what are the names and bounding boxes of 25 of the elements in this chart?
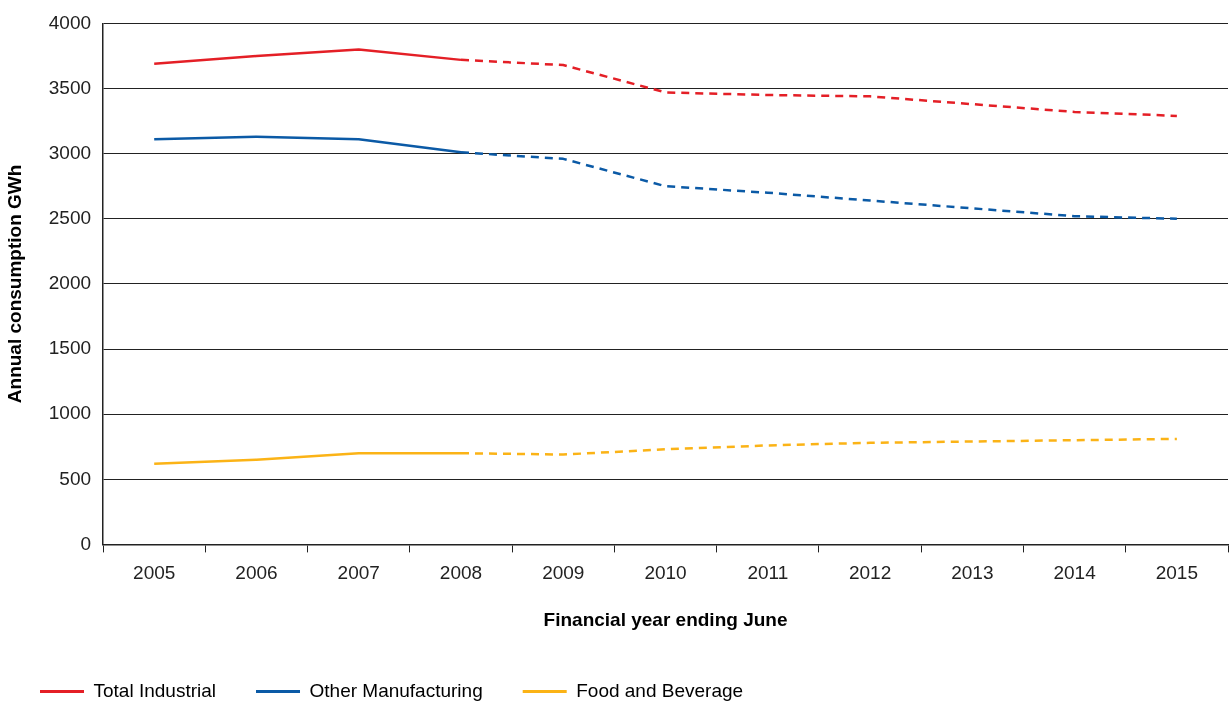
x-tick-label: 2006 [235, 562, 278, 584]
legend-label: Food and Beverage [576, 679, 744, 701]
x-axis-title: Financial year ending June [543, 608, 788, 630]
y-tick-label: 3500 [48, 76, 92, 98]
y-tick-label: 1500 [48, 337, 92, 359]
y-tick-label: 2000 [48, 272, 92, 294]
x-tick-label: 2008 [439, 562, 483, 584]
y-tick-label: 3000 [48, 141, 92, 163]
y-axis-title: Annual consumption GWh [3, 164, 25, 404]
x-tick-label: 2007 [337, 562, 380, 584]
y-tick-label: 2500 [48, 207, 92, 229]
y-tick-label: 1000 [48, 402, 92, 424]
x-tick-label: 2014 [1053, 562, 1097, 584]
legend-label: Other Manufacturing [309, 679, 483, 701]
x-tick-label: 2011 [747, 562, 789, 584]
y-tick-label: 0 [80, 532, 92, 554]
x-tick-label: 2009 [542, 562, 585, 584]
x-tick-label: 2012 [848, 562, 892, 584]
y-tick-label: 4000 [48, 11, 92, 33]
y-tick-label: 500 [59, 467, 92, 489]
x-tick-label: 2010 [644, 562, 687, 584]
x-tick-label: 2005 [133, 562, 176, 584]
x-tick-label: 2015 [1155, 562, 1199, 584]
x-tick-label: 2013 [951, 562, 994, 584]
legend-label: Total Industrial [93, 679, 217, 701]
